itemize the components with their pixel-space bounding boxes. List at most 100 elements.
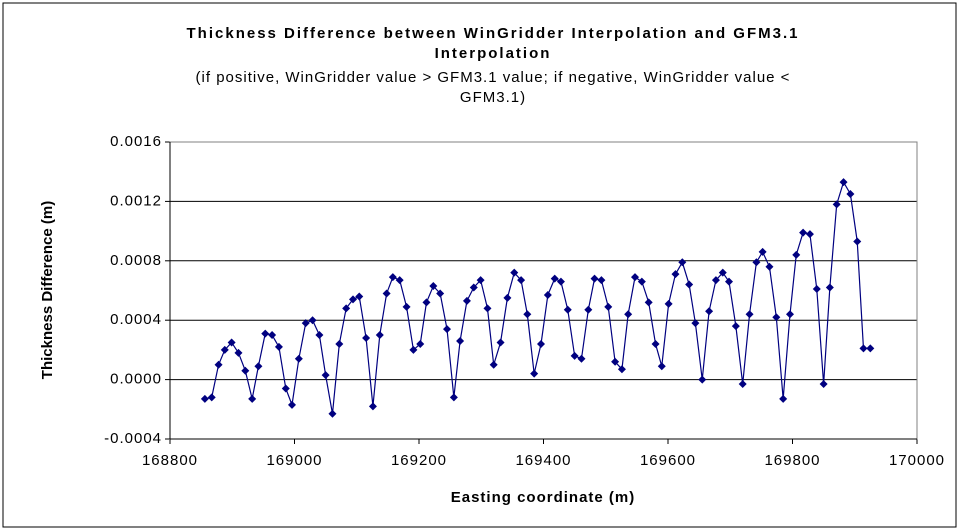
data-point xyxy=(779,394,788,403)
data-point xyxy=(517,276,526,285)
data-point xyxy=(395,276,404,285)
data-point xyxy=(349,295,358,304)
data-point xyxy=(483,304,492,313)
data-point xyxy=(577,354,586,363)
data-point xyxy=(705,307,714,316)
data-point xyxy=(556,277,565,286)
data-point xyxy=(288,400,297,409)
data-point xyxy=(718,268,727,277)
data-point xyxy=(543,290,552,299)
data-point xyxy=(839,178,848,187)
data-point xyxy=(429,282,438,291)
y-axis-label: Thickness Difference (m) xyxy=(39,201,56,379)
data-point xyxy=(268,331,277,340)
data-point xyxy=(402,302,411,311)
data-point xyxy=(853,237,862,246)
data-point xyxy=(731,322,740,331)
data-point xyxy=(254,362,263,371)
data-point xyxy=(214,360,223,369)
data-point xyxy=(315,331,324,340)
data-point xyxy=(550,274,559,283)
data-point xyxy=(832,200,841,209)
data-point xyxy=(510,268,519,277)
data-point xyxy=(368,402,377,411)
data-point xyxy=(382,289,391,298)
data-point xyxy=(812,285,821,294)
data-point xyxy=(294,354,303,363)
data-point xyxy=(375,331,384,340)
data-point xyxy=(489,360,498,369)
data-point xyxy=(220,345,229,354)
data-point xyxy=(227,338,236,347)
data-point xyxy=(846,189,855,198)
data-point xyxy=(611,357,620,366)
data-point xyxy=(362,334,371,343)
x-tick-label: 169200 xyxy=(391,452,447,469)
data-point xyxy=(328,409,337,418)
data-point xyxy=(449,393,458,402)
x-axis-label: Easting coordinate (m) xyxy=(451,489,636,506)
data-point xyxy=(462,296,471,305)
data-point xyxy=(604,302,613,311)
data-point xyxy=(261,329,270,338)
data-point xyxy=(342,304,351,313)
data-point xyxy=(584,305,593,314)
data-point xyxy=(422,298,431,307)
data-point xyxy=(281,384,290,393)
y-tick-label: 0.0012 xyxy=(110,192,162,209)
data-point xyxy=(637,277,646,286)
data-point xyxy=(685,280,694,289)
data-point xyxy=(799,228,808,237)
data-point xyxy=(274,342,283,351)
data-point xyxy=(436,289,445,298)
data-point xyxy=(805,230,814,239)
data-point xyxy=(792,250,801,259)
chart-subtitle: (if positive, WinGridder value > GFM3.1 … xyxy=(195,69,791,106)
data-line xyxy=(204,180,871,414)
data-point xyxy=(563,305,572,314)
y-tick-label: -0.0004 xyxy=(104,430,162,447)
data-point xyxy=(301,319,310,328)
data-point xyxy=(476,276,485,285)
data-point xyxy=(409,345,418,354)
data-point xyxy=(443,325,452,334)
data-point xyxy=(469,283,478,292)
data-point xyxy=(537,339,546,348)
data-point xyxy=(321,371,330,380)
y-tick-label: 0.0000 xyxy=(110,371,162,388)
data-point xyxy=(355,292,364,301)
data-point xyxy=(772,313,781,322)
data-point xyxy=(335,339,344,348)
chart-title: Thickness Difference between WinGridder … xyxy=(186,25,800,62)
data-point xyxy=(456,336,465,345)
data-point xyxy=(664,299,673,308)
plot-area xyxy=(170,142,917,439)
data-point xyxy=(207,393,216,402)
x-tick-label: 169400 xyxy=(515,452,571,469)
x-tick-label: 169600 xyxy=(640,452,696,469)
data-point xyxy=(590,274,599,283)
data-point xyxy=(745,310,754,319)
data-point xyxy=(416,339,425,348)
data-point xyxy=(758,247,767,256)
data-point xyxy=(248,394,257,403)
data-point xyxy=(570,351,579,360)
data-point xyxy=(691,319,700,328)
y-tick-label: 0.0004 xyxy=(110,311,162,328)
data-point xyxy=(825,283,834,292)
data-point xyxy=(657,362,666,371)
data-point xyxy=(308,316,317,325)
data-point xyxy=(617,365,626,374)
data-point xyxy=(859,344,868,353)
data-point xyxy=(234,348,243,357)
data-point xyxy=(496,338,505,347)
y-tick-label: 0.0016 xyxy=(110,133,162,150)
data-point xyxy=(698,375,707,384)
data-point xyxy=(651,339,660,348)
data-point xyxy=(738,380,747,389)
data-point xyxy=(725,277,734,286)
data-point xyxy=(624,310,633,319)
data-point xyxy=(765,262,774,271)
